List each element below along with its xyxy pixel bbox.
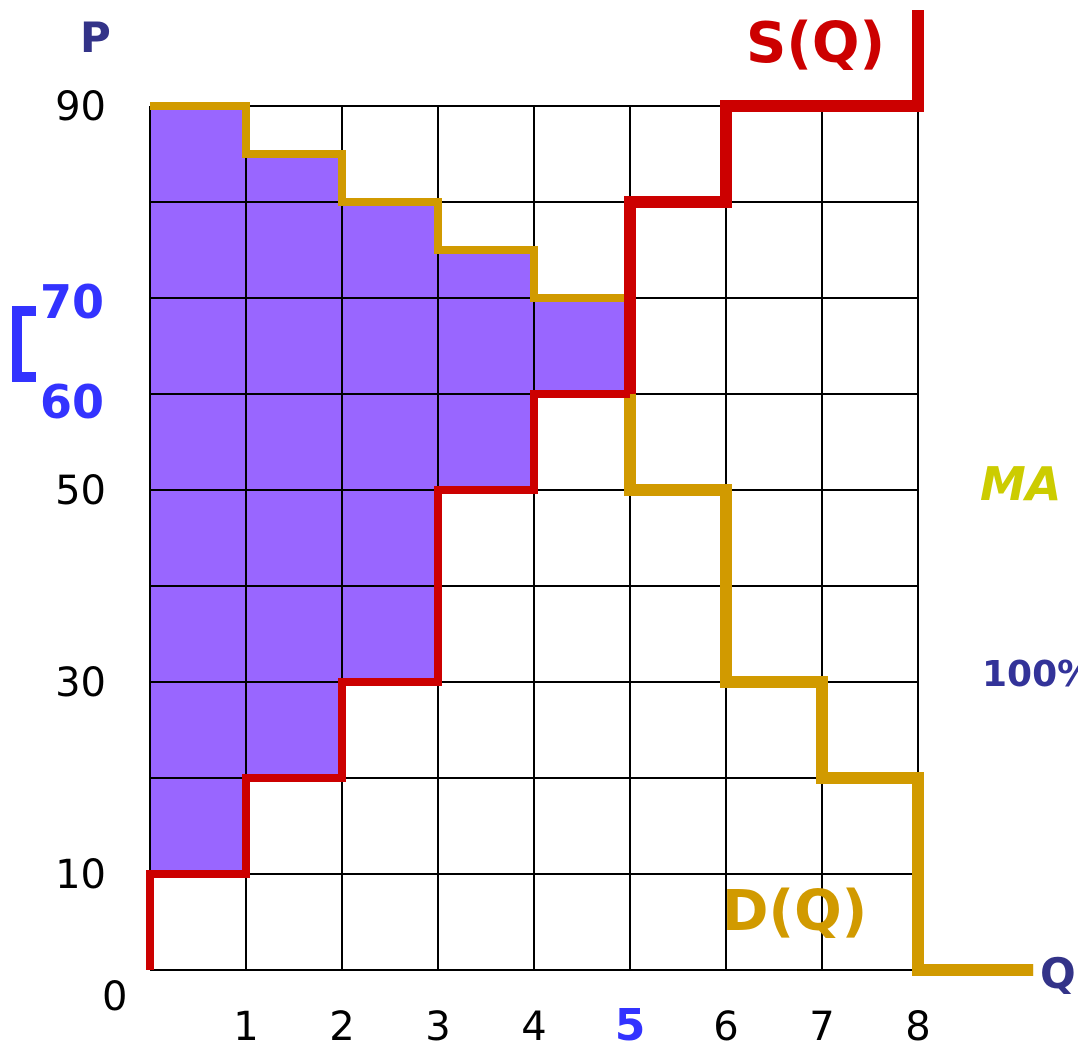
series (146, 10, 1034, 976)
demand-curve-lower (624, 298, 1034, 976)
surplus-area (150, 106, 630, 874)
surplus-bar-4 (438, 250, 534, 490)
x-tick-label-7: 7 (809, 1004, 834, 1044)
x-tick-label-4: 4 (521, 1004, 546, 1044)
y-tick-label-30: 30 (55, 660, 106, 706)
demand-curve-upper (150, 102, 630, 302)
x-tick-label-8: 8 (905, 1004, 930, 1044)
y-axis-label: P (80, 13, 111, 62)
surplus-bar-3 (342, 202, 438, 682)
x-tick-label-5: 5 (615, 1000, 646, 1044)
price-range-lower-label: 60 (40, 375, 104, 429)
cut-off-label-1: MA (980, 457, 1061, 511)
price-range-upper-label: 70 (40, 275, 104, 329)
price-range-bracket-bottom (12, 372, 36, 382)
x-tick-label-2: 2 (329, 1004, 354, 1044)
y-tick-label-50: 50 (55, 468, 106, 514)
x-tick-labels: 1 2 3 4 5 6 7 8 (233, 1000, 930, 1044)
price-range-bracket-top (12, 306, 36, 316)
surplus-bar-2 (246, 154, 342, 778)
supply-curve-lower (146, 390, 630, 970)
x-tick-label-3: 3 (425, 1004, 450, 1044)
x-tick-label-6: 6 (713, 1004, 738, 1044)
demand-curve-label: D(Q) (722, 879, 867, 944)
x-axis-label: Q (1040, 949, 1076, 998)
origin-label: 0 (102, 974, 127, 1020)
y-tick-labels: 10 30 50 90 (55, 84, 106, 898)
supply-curve-upper (624, 10, 924, 394)
cut-off-label-2: 100% (982, 654, 1078, 695)
x-tick-label-1: 1 (233, 1004, 258, 1044)
supply-curve-label: S(Q) (746, 11, 885, 76)
y-tick-label-90: 90 (55, 84, 106, 130)
price-range-bracket-bar (12, 306, 22, 382)
y-tick-label-10: 10 (55, 852, 106, 898)
surplus-bar-5 (534, 298, 630, 394)
